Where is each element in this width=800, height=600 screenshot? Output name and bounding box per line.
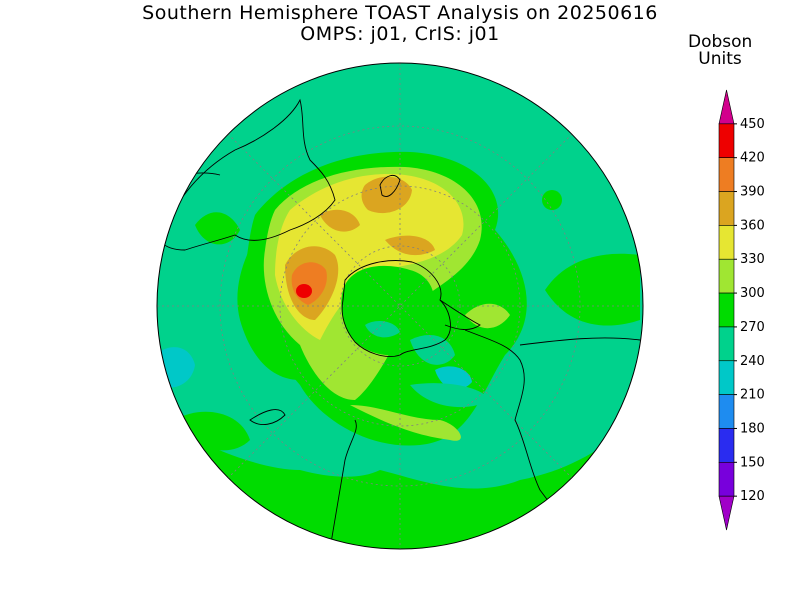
colorbar-tick-label: 120 [740, 489, 765, 504]
colorbar-tick-label: 450 [740, 117, 765, 132]
ozone-patch-green-ne [542, 190, 562, 210]
colorbar-swatch [718, 123, 735, 158]
map-boundary [156, 62, 644, 550]
colorbar-tick-label: 210 [740, 388, 765, 403]
antarctic-peninsula [439, 299, 481, 330]
colorbar-swatch [718, 292, 735, 328]
colorbar-swatch [718, 89, 735, 125]
ozone-patch-yellowgreen-east [465, 303, 510, 329]
antarctica-coast [341, 260, 451, 357]
colorbar-tick-label: 270 [740, 320, 765, 335]
colorbar-tick-label: 330 [740, 252, 765, 267]
colorbar-swatch [718, 157, 735, 192]
ozone-patch-teal-south [410, 335, 455, 365]
map-title-line-1: Southern Hemisphere TOAST Analysis on 20… [142, 2, 658, 24]
colorbar-swatch [718, 258, 735, 294]
colorbar-tick-label: 420 [740, 151, 765, 166]
colorbar-title: Dobson Units [688, 34, 752, 68]
colorbar-swatch [718, 495, 735, 531]
colorbar-swatch [718, 428, 735, 463]
colorbar-swatch [718, 225, 735, 260]
ozone-patch-green-nw [195, 212, 240, 245]
colorbar-tick-label: 360 [740, 218, 765, 233]
colorbar-swatch [718, 462, 735, 497]
colorbar-tick-label: 150 [740, 455, 765, 470]
ozone-arc-yellowgreen-south [350, 405, 461, 441]
map-title-line-2: OMPS: j01, CrIS: j01 [300, 23, 500, 45]
africa-coast [329, 419, 357, 549]
ozone-band-green-south [160, 420, 640, 549]
new-zealand-coast [379, 174, 401, 197]
colorbar-swatch [718, 191, 735, 226]
ozone-patch-green-east [545, 253, 640, 326]
south-america-coast-east [519, 337, 641, 346]
colorbar-swatch [718, 394, 735, 429]
colorbar-tick-label: 390 [740, 185, 765, 200]
australia-coast [159, 98, 336, 251]
ozone-patch-teal-south2 [410, 383, 490, 408]
colorbar-tick-label: 180 [740, 421, 765, 436]
colorbar-swatch [718, 326, 735, 362]
ozone-max-red [296, 284, 312, 298]
colorbar-title-line-1: Dobson [688, 32, 753, 52]
madagascar-coast [249, 409, 286, 426]
ozone-core-goldenrod-center [320, 209, 360, 232]
graticule [157, 63, 643, 549]
ozone-antarctic-green [341, 265, 434, 356]
colorbar-title-line-2: Units [698, 49, 742, 69]
colorbar-tick-label: 300 [740, 286, 765, 301]
ozone-antarctic-teal [365, 320, 400, 338]
ozone-core-goldenrod-north [361, 176, 412, 214]
colorbar-swatch [718, 360, 735, 395]
colorbar-tick-label: 240 [740, 354, 765, 369]
